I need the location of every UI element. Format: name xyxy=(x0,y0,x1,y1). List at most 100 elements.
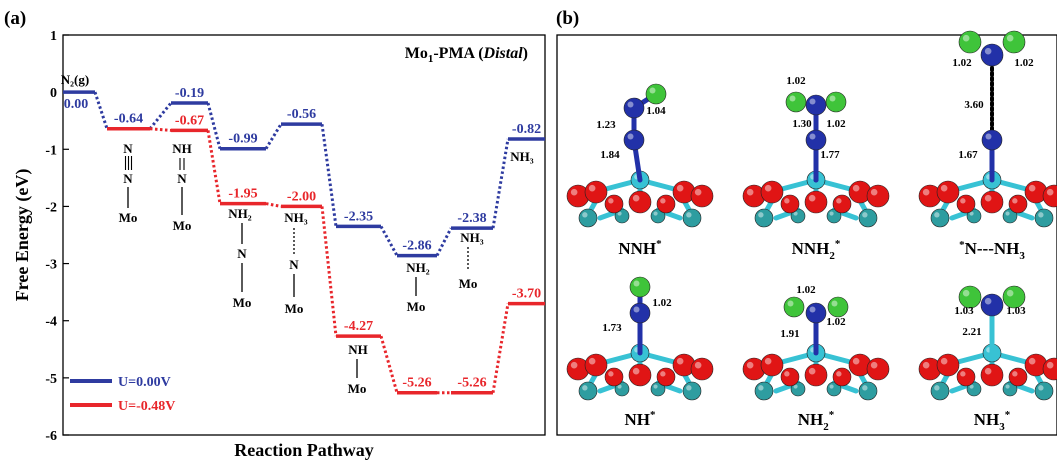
sub-0-p3 xyxy=(614,208,630,224)
sub-4-p4 xyxy=(826,381,842,397)
sub-1-p4-shine xyxy=(829,211,834,216)
connector-1-5 xyxy=(320,206,338,337)
s2-n2-shine xyxy=(984,47,992,55)
sub-3-o6 xyxy=(604,367,624,387)
value-label-0-5: -2.35 xyxy=(344,209,373,224)
sub-3-o5 xyxy=(628,363,652,387)
s5-n-shine xyxy=(984,297,992,305)
s4-h1-shine xyxy=(787,300,794,307)
s0-bl3: 1.84 xyxy=(600,149,620,161)
annot-s2-mo: Mo xyxy=(173,218,192,233)
sub-5-p1 xyxy=(930,381,950,401)
annot-s3-top: NH₂ xyxy=(228,206,252,221)
y-axis-label: Free Energy (eV) xyxy=(12,169,33,302)
s3-h-shine xyxy=(633,280,640,287)
annot-s4-mid: N xyxy=(289,257,299,272)
sub-3-p1-shine xyxy=(582,385,588,391)
annot-s5-mo: Mo xyxy=(348,381,367,396)
s0-h-shine xyxy=(649,87,656,94)
series-lines xyxy=(63,90,545,395)
sub-0-o6-shine xyxy=(608,198,614,204)
sub-3-o4-shine xyxy=(694,361,702,369)
connector-0-4 xyxy=(264,123,283,150)
x-axis-label: Reaction Pathway xyxy=(234,440,373,460)
s5-h2 xyxy=(1002,285,1026,309)
s4-bl3: 1.02 xyxy=(826,316,846,328)
sub-0-p1-shine xyxy=(582,212,588,218)
s1-bl3: 1.02 xyxy=(826,118,846,130)
structure-5: 1.03 1.03 2.21 NH3* xyxy=(918,285,1057,433)
sub-5-p1-shine xyxy=(934,385,940,391)
label-sup: * xyxy=(829,409,835,421)
sub-0-p3-shine xyxy=(617,211,622,216)
y-tick-label--6: -6 xyxy=(45,429,57,444)
sub-2-o2 xyxy=(936,180,960,204)
s2-bl4: 1.67 xyxy=(958,149,978,161)
label-sup: * xyxy=(1005,409,1011,421)
sub-4-p3-shine xyxy=(793,384,798,389)
legend-label-u0: U=0.00V xyxy=(118,375,171,390)
y-tick-label--1: -1 xyxy=(45,143,57,158)
label-main: NNH xyxy=(792,239,830,258)
sub-5-o1-shine xyxy=(922,361,930,369)
value-label-0-7: -2.38 xyxy=(457,211,486,226)
sub-1-p4 xyxy=(826,208,842,224)
value-label-1-8: -3.70 xyxy=(512,287,541,302)
value-label-1-5: -4.27 xyxy=(344,319,373,334)
structure-3: 1.02 1.73 NH* xyxy=(566,276,714,429)
annot-s7-top: NH₃ xyxy=(460,230,484,245)
value-label-0-8: -0.82 xyxy=(512,122,541,137)
sub-4-o4 xyxy=(866,357,890,381)
annot-n2g: N₂(g) xyxy=(61,72,89,87)
sub-1-p1-shine xyxy=(758,212,764,218)
s0-n1 xyxy=(623,129,645,151)
s3-bl1: 1.02 xyxy=(652,297,672,309)
sub-4-p3 xyxy=(790,381,806,397)
s1-n1-shine xyxy=(809,133,816,140)
structure-label-5: NH3* xyxy=(974,409,1011,433)
label-sup: * xyxy=(835,238,841,250)
sub-2-o3-shine xyxy=(1028,184,1036,192)
value-label-0-4: -0.56 xyxy=(287,107,316,122)
sub-1-o6-shine xyxy=(784,198,790,204)
sub-2-p4-shine xyxy=(1005,211,1010,216)
s4-n xyxy=(805,302,827,324)
sub-2-o6-shine xyxy=(960,198,966,204)
sub-5-o7-shine xyxy=(1012,371,1018,377)
s1-h1-shine xyxy=(789,95,796,102)
sub-1-o3-shine xyxy=(852,184,860,192)
sub-4-o2-shine xyxy=(764,357,772,365)
s0-bl2: 1.04 xyxy=(646,105,666,117)
s2-h1-shine xyxy=(962,34,970,42)
label-main: NH xyxy=(625,410,651,429)
sub-2-o6 xyxy=(956,194,976,214)
value-label-0-2: -0.19 xyxy=(175,86,204,101)
label-sub: 3 xyxy=(1019,250,1025,262)
sub-5-o6-shine xyxy=(960,371,966,377)
sub-5-o2-shine xyxy=(940,357,948,365)
value-label-1-3: -1.95 xyxy=(228,187,257,202)
s0-n1-shine xyxy=(627,133,634,140)
s1-n1 xyxy=(805,129,827,151)
label-main: NNH xyxy=(618,239,656,258)
connector-1-4 xyxy=(265,202,282,208)
sub-5-o3-shine xyxy=(1028,357,1036,365)
value-label-0-6: -2.86 xyxy=(402,239,431,254)
sub-0-p4-shine xyxy=(653,211,658,216)
structure-4: 1.02 1.91 1.02 NH2* xyxy=(742,284,890,433)
sub-5-p3 xyxy=(966,381,982,397)
value-label-1-7: -5.26 xyxy=(457,376,486,391)
sub-5-p2-shine xyxy=(1038,385,1044,391)
sub-4-o1-shine xyxy=(746,361,754,369)
s1-h2-shine xyxy=(829,95,836,102)
sub-2-o7-shine xyxy=(1012,198,1018,204)
connector-1-8 xyxy=(491,303,510,393)
value-label-0-0: 0.00 xyxy=(64,97,89,112)
s2-n1 xyxy=(981,129,1003,151)
s1-bl1: 1.02 xyxy=(786,75,806,87)
sub-2-o7 xyxy=(1008,194,1028,214)
y-tick-label-0: 0 xyxy=(50,86,57,101)
sub-5-p2 xyxy=(1034,381,1054,401)
label-sub: 3 xyxy=(999,421,1005,433)
sub-3-o2-shine xyxy=(588,357,596,365)
